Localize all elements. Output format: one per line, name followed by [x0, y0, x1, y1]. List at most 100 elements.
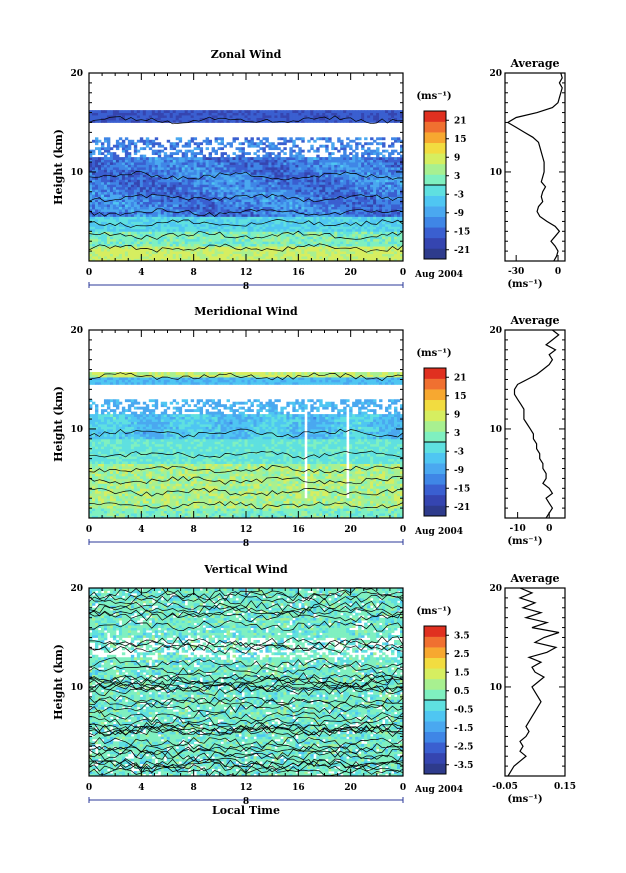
heatmap-cell — [94, 258, 99, 262]
heatmap-cell — [292, 226, 296, 230]
heatmap-cell — [337, 157, 341, 160]
heatmap-cell — [106, 167, 111, 170]
heatmap-cell — [160, 144, 165, 148]
heatmap-cell — [241, 226, 245, 230]
heatmap-cell — [103, 248, 108, 252]
heatmap-cell — [373, 196, 377, 200]
heatmap-cell — [373, 157, 377, 160]
heatmap-cell — [142, 147, 147, 151]
heatmap-cell — [169, 231, 174, 235]
heatmap-cell — [283, 176, 287, 180]
heatmap-cell — [292, 248, 296, 252]
heatmap-cell — [280, 186, 284, 190]
heatmap-cell — [217, 159, 221, 163]
heatmap-cell — [271, 191, 275, 195]
heatmap-cell — [385, 199, 389, 203]
heatmap-cell — [115, 201, 120, 205]
heatmap-cell — [250, 204, 254, 207]
heatmap-cell — [148, 181, 153, 185]
heatmap-cell — [130, 241, 135, 245]
heatmap-cell — [184, 144, 189, 148]
heatmap-cell — [370, 256, 374, 259]
heatmap-cell — [97, 167, 102, 170]
heatmap-cell — [394, 228, 398, 232]
heatmap-cell — [118, 137, 123, 141]
heatmap-cell — [241, 206, 245, 210]
heatmap-cell — [259, 191, 263, 195]
heatmap-cell — [292, 238, 296, 242]
heatmap-cell — [367, 152, 371, 156]
heatmap-cell — [253, 171, 257, 175]
heatmap-cell — [163, 196, 168, 200]
heatmap-cell — [169, 176, 174, 180]
heatmap-cell — [307, 157, 311, 160]
heatmap-cell — [106, 216, 111, 220]
heatmap-cell — [250, 157, 254, 160]
heatmap-cell — [89, 162, 93, 165]
heatmap-cell — [325, 137, 329, 141]
heatmap-cell — [124, 117, 129, 121]
heatmap-cell — [202, 157, 207, 160]
heatmap-cell — [181, 159, 186, 163]
heatmap-cell — [112, 216, 117, 220]
heatmap-cell — [253, 174, 257, 178]
heatmap-cell — [313, 243, 317, 247]
heatmap-cell — [379, 258, 383, 262]
heatmap-cell — [331, 209, 335, 212]
heatmap-cell — [235, 238, 239, 242]
heatmap-cell — [256, 162, 260, 165]
heatmap-cell — [343, 231, 347, 235]
heatmap-cell — [139, 137, 144, 141]
heatmap-cell — [331, 228, 335, 232]
heatmap-cell — [349, 236, 353, 240]
heatmap-cell — [253, 189, 257, 193]
heatmap-cell — [361, 201, 365, 205]
heatmap-cell — [148, 228, 153, 232]
heatmap-cell — [184, 184, 189, 188]
heatmap-cell — [274, 147, 278, 151]
heatmap-cell — [163, 167, 168, 170]
heatmap-cell — [100, 196, 105, 200]
heatmap-cell — [97, 189, 102, 193]
heatmap-cell — [340, 139, 344, 143]
heatmap-cell — [145, 214, 150, 217]
heatmap-cell — [115, 241, 120, 245]
heatmap-cell — [322, 201, 326, 205]
heatmap-cell — [364, 184, 368, 188]
heatmap-cell — [190, 137, 195, 141]
heatmap-cell — [166, 167, 171, 170]
heatmap-cell — [355, 169, 359, 173]
heatmap-cell — [172, 147, 177, 151]
heatmap-cell — [160, 199, 165, 203]
heatmap-cell — [145, 236, 150, 240]
heatmap-cell — [118, 228, 123, 232]
heatmap-cell — [346, 251, 350, 254]
heatmap-cell — [91, 149, 96, 153]
heatmap-cell — [214, 191, 218, 195]
heatmap-cell — [229, 191, 233, 195]
heatmap-cell — [247, 144, 251, 148]
heatmap-cell — [304, 164, 308, 168]
heatmap-cell — [91, 209, 96, 212]
heatmap-cell — [358, 137, 362, 141]
heatmap-cell — [376, 233, 380, 237]
heatmap-cell — [196, 221, 201, 225]
heatmap-cell — [283, 201, 287, 205]
heatmap-cell — [310, 238, 314, 242]
heatmap-cell — [97, 236, 102, 240]
heatmap-cell — [298, 238, 302, 242]
heatmap-cell — [148, 233, 153, 237]
heatmap-cell — [172, 191, 177, 195]
heatmap-cell — [157, 211, 162, 215]
heatmap-cell — [193, 181, 198, 185]
heatmap-cell — [154, 117, 159, 121]
heatmap-cell — [115, 256, 120, 259]
heatmap-cell — [385, 184, 389, 188]
heatmap-cell — [187, 196, 192, 200]
heatmap-cell — [286, 199, 290, 203]
heatmap-cell — [244, 186, 248, 190]
heatmap-cell — [247, 199, 251, 203]
heatmap-cell — [148, 216, 153, 220]
heatmap-cell — [385, 174, 389, 178]
heatmap-cell — [364, 216, 368, 220]
